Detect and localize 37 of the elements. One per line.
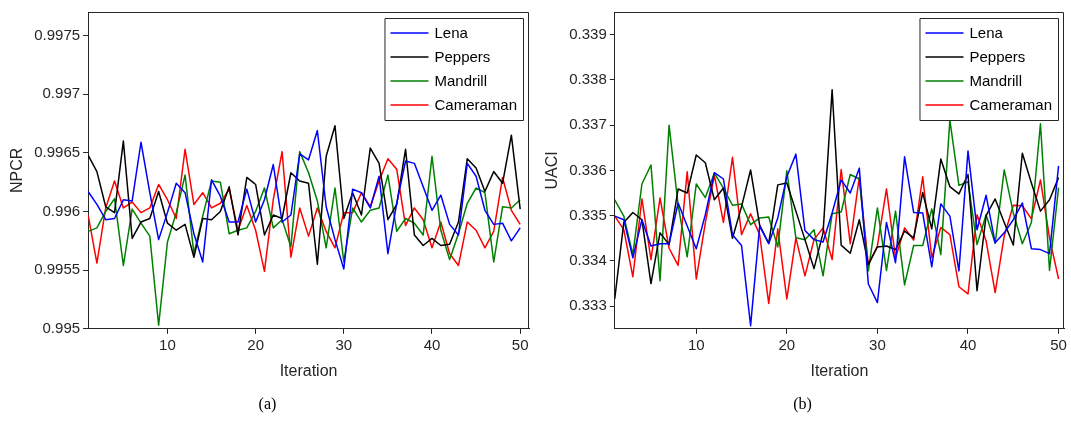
y-axis-title: NPCR <box>8 147 26 194</box>
y-tick-label: 0.9955 <box>34 260 81 278</box>
legend-label: Mandrill <box>969 72 1022 90</box>
y-tick-label: 0.9975 <box>34 25 81 43</box>
y-tick-label: 0.996 <box>42 201 81 219</box>
x-axis-title: Iteration <box>810 361 869 379</box>
x-tick-label: 10 <box>159 335 176 353</box>
y-tick-label: 0.338 <box>569 70 607 88</box>
text: (a) <box>257 395 278 413</box>
y-axis-title: UACI <box>543 151 561 190</box>
x-tick-label: 30 <box>335 335 353 353</box>
x-tick-label: 40 <box>959 335 977 353</box>
y-tick-label: 0.995 <box>42 318 81 336</box>
y-tick-label: 0.335 <box>569 205 607 223</box>
legend-label: Cameraman <box>969 96 1052 114</box>
y-tick-label: 0.333 <box>569 296 607 314</box>
legend-label: Lena <box>434 24 469 42</box>
y-tick-label: 0.336 <box>569 160 607 178</box>
x-tick-label: 50 <box>1050 335 1067 353</box>
x-tick-label: 30 <box>869 335 886 353</box>
legend-label: Cameraman <box>434 96 517 114</box>
text: (b) <box>792 395 813 413</box>
x-tick-label: 20 <box>247 335 264 353</box>
legend-label: Peppers <box>969 48 1026 66</box>
x-axis-title: Iteration <box>279 361 338 379</box>
y-tick-label: 0.334 <box>569 251 607 269</box>
legend-label: Peppers <box>434 48 491 66</box>
y-tick-label: 0.337 <box>569 115 607 133</box>
y-tick-label: 0.997 <box>42 84 81 102</box>
y-tick-label: 0.9965 <box>34 142 81 160</box>
legend-label: Lena <box>969 24 1004 42</box>
x-tick-label: 40 <box>423 335 441 353</box>
x-tick-label: 20 <box>778 335 796 353</box>
y-tick-label: 0.339 <box>569 24 607 42</box>
x-tick-label: 50 <box>511 335 529 353</box>
x-tick-label: 10 <box>687 335 705 353</box>
legend-label: Mandrill <box>434 72 487 90</box>
